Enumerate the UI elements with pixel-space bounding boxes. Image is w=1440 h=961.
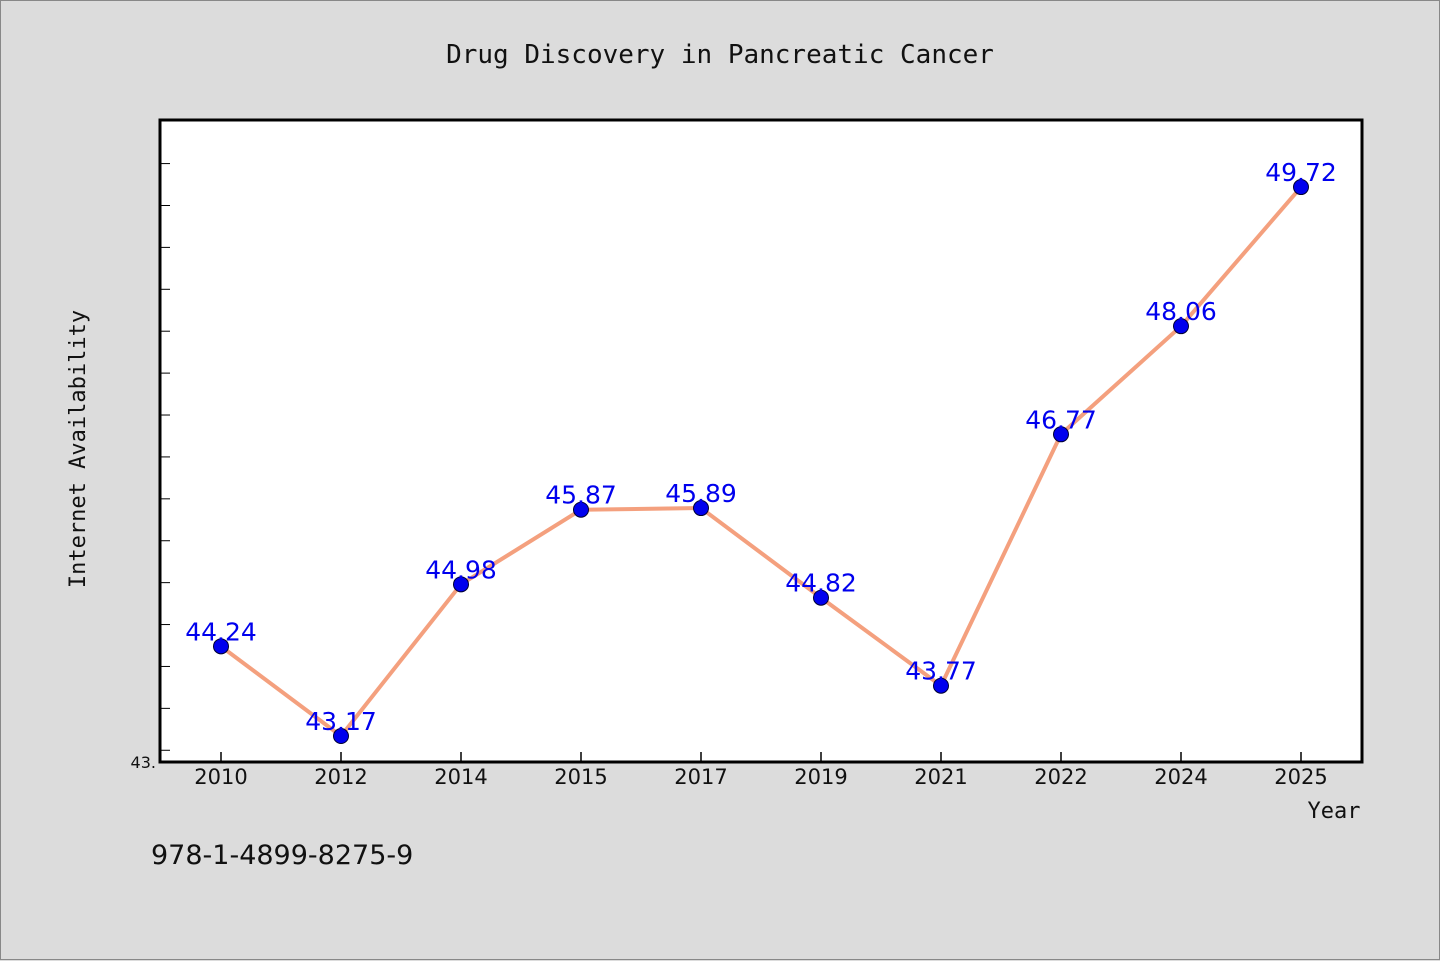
- data-point: [573, 501, 589, 518]
- data-label: 44.98: [425, 555, 497, 584]
- series-line: [219, 185, 1303, 739]
- data-label: 45.89: [665, 479, 737, 508]
- data-point: [1053, 426, 1069, 443]
- data-point: [213, 638, 229, 655]
- x-tick-label: 2024: [1154, 765, 1207, 789]
- data-label: 43.77: [905, 657, 977, 686]
- chart-title: Drug Discovery in Pancreatic Cancer: [446, 40, 994, 70]
- data-label: 48.06: [1145, 297, 1217, 326]
- data-point: [333, 728, 349, 745]
- x-tick-label: 2019: [794, 765, 847, 789]
- isbn-text: 978-1-4899-8275-9: [151, 840, 413, 871]
- x-tick-label: 2017: [674, 765, 727, 789]
- data-point: [453, 576, 469, 593]
- x-tick-label: 2021: [914, 765, 967, 789]
- x-tick-label: 2012: [314, 765, 367, 789]
- x-axis-label: Year: [1308, 799, 1361, 824]
- data-label: 49.72: [1265, 158, 1337, 187]
- x-tick-label: 2025: [1274, 765, 1327, 789]
- data-point: [813, 589, 829, 606]
- data-point: [1293, 179, 1309, 196]
- plot-area: [158, 118, 1364, 764]
- data-point: [1173, 318, 1189, 335]
- x-axis-ticks: 2010 2012 2014 2015 2017 2019 2021 2022 2024 2025: [194, 752, 1328, 789]
- y-tick-label: 43.: [131, 753, 156, 772]
- data-point: [693, 500, 709, 517]
- data-label: 46.77: [1025, 405, 1097, 434]
- data-markers: [213, 179, 1309, 745]
- data-label: 44.82: [785, 569, 857, 598]
- x-tick-label: 2014: [434, 765, 487, 789]
- data-label: 44.24: [185, 617, 257, 646]
- y-axis-label: Internet Availability: [66, 310, 91, 588]
- data-label: 45.87: [545, 481, 617, 510]
- x-tick-label: 2015: [554, 765, 607, 789]
- data-label: 43.17: [305, 707, 377, 736]
- y-axis-ticks: 43.: [131, 163, 170, 772]
- x-tick-label: 2022: [1034, 765, 1087, 789]
- data-point: [933, 677, 949, 694]
- data-labels: 44.24 43.17 44.98 45.87 45.89 44.82 43.77 46.77…: [185, 158, 1337, 736]
- x-tick-label: 2010: [194, 765, 247, 789]
